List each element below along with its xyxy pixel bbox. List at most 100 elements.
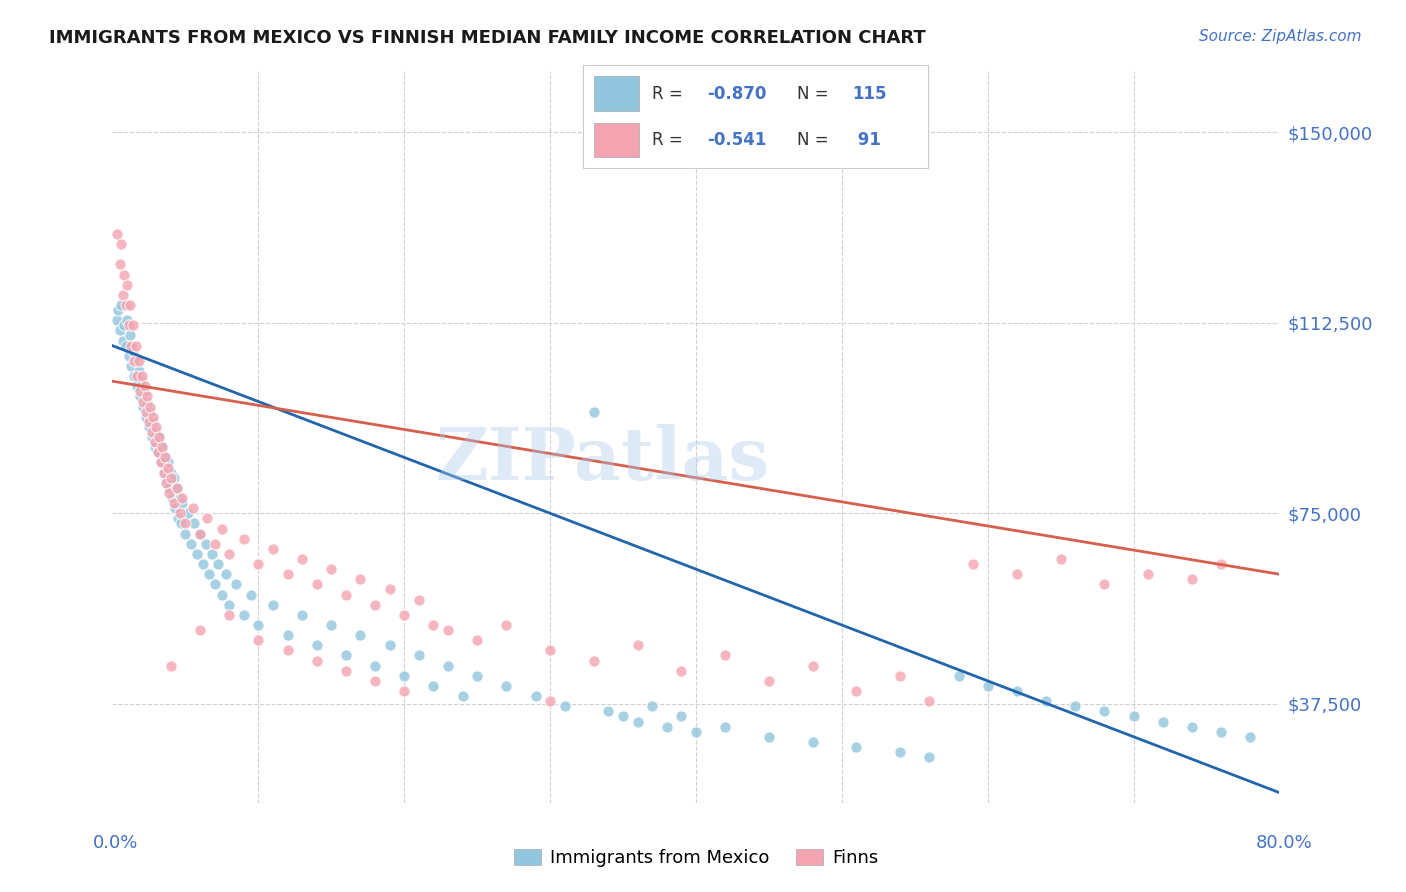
- Point: [948, 669, 970, 683]
- Point: [211, 588, 233, 602]
- Point: [169, 506, 191, 520]
- Point: [152, 466, 174, 480]
- Text: 0.0%: 0.0%: [93, 834, 138, 852]
- Point: [110, 298, 132, 312]
- Point: [671, 709, 693, 723]
- Point: [146, 445, 169, 459]
- Point: [437, 623, 460, 637]
- Point: [641, 699, 664, 714]
- Point: [132, 400, 155, 414]
- Point: [394, 607, 416, 622]
- Point: [153, 450, 176, 465]
- Point: [125, 354, 148, 368]
- Point: [364, 598, 387, 612]
- Point: [166, 481, 188, 495]
- Point: [141, 430, 163, 444]
- Point: [136, 394, 159, 409]
- Point: [291, 552, 314, 566]
- Point: [112, 268, 135, 282]
- Point: [1122, 709, 1144, 723]
- Point: [127, 369, 149, 384]
- Point: [714, 720, 737, 734]
- Text: Source: ZipAtlas.com: Source: ZipAtlas.com: [1198, 29, 1361, 44]
- Point: [714, 648, 737, 663]
- Text: 80.0%: 80.0%: [1256, 834, 1312, 852]
- FancyBboxPatch shape: [593, 122, 638, 157]
- Point: [364, 658, 387, 673]
- Point: [204, 577, 226, 591]
- Point: [142, 409, 165, 424]
- Point: [160, 466, 183, 480]
- Point: [218, 607, 240, 622]
- Point: [114, 338, 136, 352]
- Point: [134, 379, 156, 393]
- Point: [157, 486, 180, 500]
- Point: [408, 648, 430, 663]
- Point: [305, 577, 328, 591]
- Point: [232, 607, 254, 622]
- Point: [554, 699, 576, 714]
- Point: [120, 338, 142, 352]
- Point: [163, 496, 186, 510]
- Point: [155, 471, 177, 485]
- Point: [247, 557, 270, 571]
- Point: [538, 694, 561, 708]
- Legend: Immigrants from Mexico, Finns: Immigrants from Mexico, Finns: [506, 841, 886, 874]
- Point: [131, 374, 153, 388]
- Text: ZIPatlas: ZIPatlas: [436, 424, 769, 494]
- Point: [1005, 684, 1028, 698]
- Point: [143, 440, 166, 454]
- Point: [335, 588, 357, 602]
- Point: [305, 654, 328, 668]
- Point: [364, 673, 387, 688]
- Point: [232, 532, 254, 546]
- Point: [132, 394, 155, 409]
- Point: [172, 496, 194, 510]
- Point: [671, 664, 693, 678]
- Point: [685, 724, 707, 739]
- Point: [128, 364, 150, 378]
- Point: [174, 526, 197, 541]
- Point: [128, 354, 150, 368]
- Point: [152, 466, 174, 480]
- Point: [162, 491, 184, 505]
- Text: 115: 115: [852, 85, 887, 103]
- Point: [125, 338, 148, 352]
- Point: [160, 658, 183, 673]
- Point: [105, 227, 128, 241]
- Point: [495, 679, 517, 693]
- Point: [321, 562, 343, 576]
- Point: [165, 501, 187, 516]
- Point: [122, 318, 145, 333]
- Point: [1049, 552, 1071, 566]
- Point: [1181, 720, 1204, 734]
- Point: [394, 684, 416, 698]
- FancyBboxPatch shape: [593, 77, 638, 112]
- Point: [215, 567, 238, 582]
- Point: [177, 506, 200, 520]
- Point: [1152, 714, 1174, 729]
- Point: [349, 572, 371, 586]
- Point: [149, 455, 172, 469]
- Point: [108, 257, 131, 271]
- Point: [801, 658, 824, 673]
- Point: [115, 313, 138, 327]
- Text: R =: R =: [652, 85, 689, 103]
- Point: [163, 471, 186, 485]
- Point: [627, 714, 650, 729]
- Point: [138, 420, 160, 434]
- Point: [1239, 730, 1261, 744]
- Point: [305, 638, 328, 652]
- Point: [112, 318, 135, 333]
- Point: [1005, 567, 1028, 582]
- Point: [582, 654, 605, 668]
- Point: [758, 730, 780, 744]
- Point: [157, 481, 180, 495]
- Point: [758, 673, 780, 688]
- Point: [1094, 705, 1116, 719]
- Point: [1064, 699, 1087, 714]
- Point: [801, 735, 824, 749]
- Point: [524, 689, 547, 703]
- Point: [276, 567, 298, 582]
- Text: R =: R =: [652, 131, 689, 149]
